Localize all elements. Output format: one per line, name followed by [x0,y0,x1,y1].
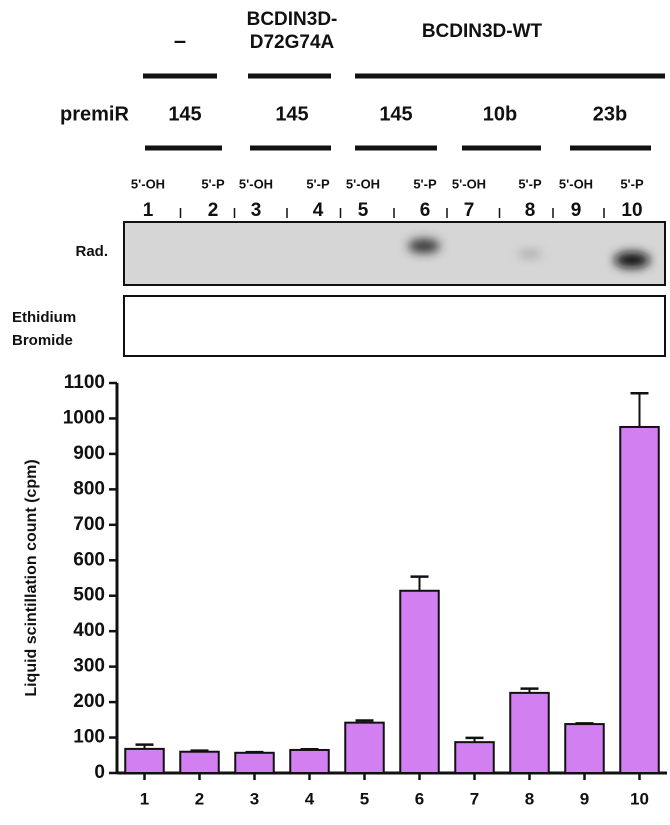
group-label: BCDIN3D- [247,9,338,30]
end-type: 5'-P [518,176,542,191]
premir: 145 [379,103,412,125]
y-tick-label: 500 [73,585,105,606]
y-tick-label: 200 [73,691,105,712]
eb-label: Ethidium [12,309,76,326]
y-tick-label: 600 [73,549,105,570]
end-type: 5'-P [201,176,225,191]
end-type: 5'-P [306,176,330,191]
figure: – BCDIN3D- D72G74A BCDIN3D-WT premiR Rad… [0,0,670,825]
group-label: D72G74A [250,32,335,53]
lane-number: 8 [525,200,536,221]
premir: 145 [168,103,201,125]
end-type: 5'-OH [131,176,165,191]
x-tick-label: 10 [630,789,649,808]
y-tick-label: 800 [73,478,105,499]
y-tick-label: 0 [94,762,105,783]
x-tick-label: 9 [580,789,589,808]
bar [620,427,659,773]
y-tick-label: 400 [73,620,105,641]
lane-number: 3 [251,200,262,221]
end-type: 5'-OH [559,176,593,191]
end-type: 5'-OH [346,176,380,191]
end-type: 5'-OH [239,176,273,191]
x-tick-label: 6 [415,789,424,808]
bar [125,749,164,773]
x-tick-label: 4 [305,789,315,808]
x-tick-label: 2 [195,789,204,808]
x-tick-label: 5 [360,789,369,808]
premir: 23b [593,103,627,125]
end-type: 5'-OH [452,176,486,191]
rad-label: Rad. [75,243,108,260]
lane-number: 9 [571,200,582,221]
x-tick-label: 1 [140,789,149,808]
y-tick-label: 100 [73,727,105,748]
end-type: 5'-P [620,176,644,191]
bar [510,693,549,773]
lane-number: 10 [621,200,642,221]
lane-number: 4 [313,200,324,221]
lane-number: 1 [143,200,154,221]
y-tick-label: 700 [73,514,105,535]
y-tick-label: 900 [73,443,105,464]
premir: 10b [483,103,517,125]
lane-number: 2 [208,200,219,221]
rad-gel [124,222,665,285]
bar [345,723,384,773]
eb-label: Bromide [12,332,73,349]
eb-gel [124,296,665,356]
group-label: – [174,28,186,53]
bar [235,753,274,773]
y-axis-title: Liquid scintillation count (cpm) [23,459,40,696]
bar [565,724,604,773]
group-label: BCDIN3D-WT [422,21,543,42]
x-tick-label: 8 [525,789,534,808]
lane-number: 5 [358,200,369,221]
lane-number: 6 [420,200,431,221]
x-tick-label: 7 [470,789,479,808]
x-tick-label: 3 [250,789,259,808]
bar [455,742,494,773]
premir: 145 [275,103,308,125]
y-tick-label: 1000 [63,407,105,428]
lane-number: 7 [464,200,475,221]
y-tick-label: 1100 [64,372,105,393]
bar [400,591,439,773]
premir-label: premiR [60,103,129,125]
end-type: 5'-P [413,176,437,191]
bar [180,752,219,773]
bar [290,750,329,773]
y-tick-label: 300 [73,656,105,677]
